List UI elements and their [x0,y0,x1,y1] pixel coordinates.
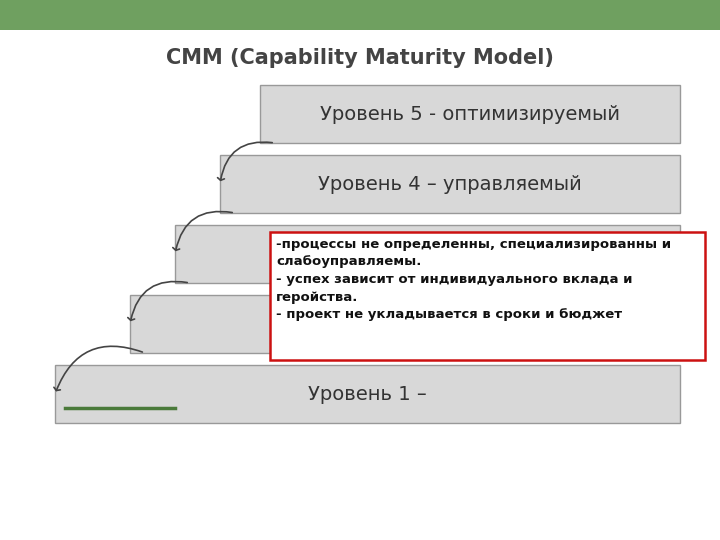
Text: Уровень 2 – повторяемый: Уровень 2 – повторяемый [274,314,536,334]
Bar [270,232,705,360]
Bar [55,365,680,423]
Text: Уровень 3 – интегрированный: Уровень 3 – интегрированный [272,245,582,264]
Bar [175,225,680,283]
Text: -процессы не определенны, специализированны и
слабоуправляемы.
- успех зависит о: -процессы не определенны, специализирова… [276,238,671,321]
Bar [0,0,720,30]
Bar [220,155,680,213]
Text: Уровень 5 - оптимизируемый: Уровень 5 - оптимизируемый [320,105,620,124]
Bar [130,295,680,353]
Text: Уровень 4 – управляемый: Уровень 4 – управляемый [318,174,582,193]
Text: CMM (Capability Maturity Model): CMM (Capability Maturity Model) [166,48,554,68]
Text: Уровень 1 –: Уровень 1 – [308,384,427,403]
Bar [260,85,680,143]
